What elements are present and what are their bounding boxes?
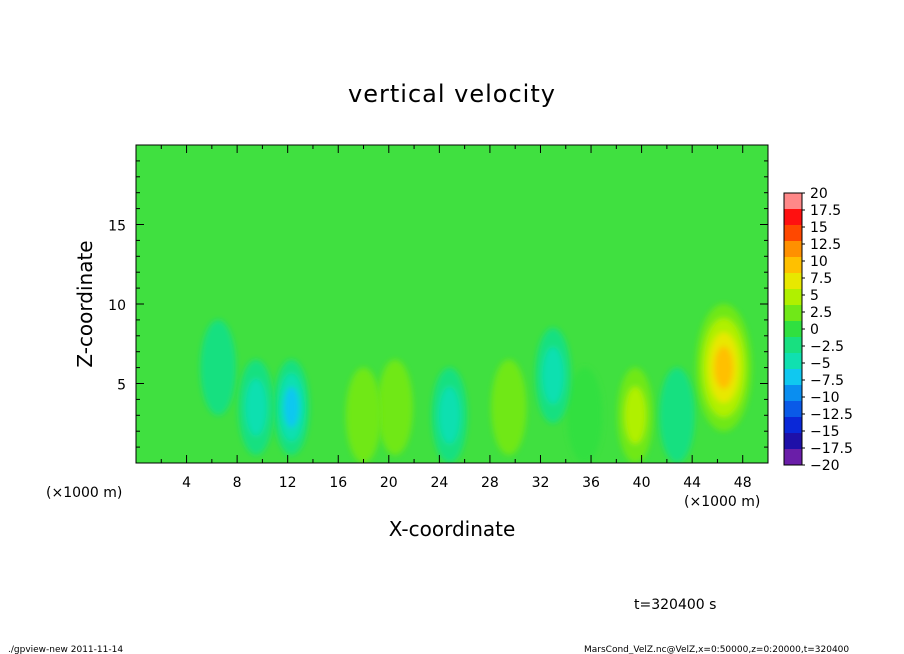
legend-label: −5	[810, 356, 831, 372]
legend-label: 7.5	[810, 271, 832, 287]
legend-label: −7.5	[810, 373, 844, 389]
updraft-cell	[695, 304, 752, 432]
x-tick-label: 36	[582, 475, 600, 491]
plot-area	[135, 144, 769, 464]
contour-updraft-2-0	[377, 359, 413, 456]
legend-label: −17.5	[810, 441, 853, 457]
contour-downdraft-8-1	[245, 378, 267, 436]
contour-updraft-5-0	[567, 367, 603, 463]
y-tick-label: 10	[108, 298, 126, 314]
downdraft-cell	[200, 319, 236, 416]
x-tick-label: 16	[329, 475, 347, 491]
y-tick-label: 15	[108, 219, 126, 235]
y-tick-label: 5	[117, 378, 126, 394]
x-tick-label: 48	[734, 475, 752, 491]
legend-swatch	[784, 241, 802, 257]
x-axis-label: X-coordinate	[389, 517, 516, 541]
legend-swatch	[784, 449, 802, 465]
legend-swatch	[784, 417, 802, 433]
x-tick-label: 4	[182, 475, 191, 491]
updraft-cell	[567, 367, 603, 463]
legend-label: 5	[810, 288, 819, 304]
x-tick-label: 40	[633, 475, 651, 491]
downdraft-cell	[273, 359, 310, 456]
time-label: t=320400 s	[634, 597, 716, 613]
velocity-cells	[200, 304, 752, 463]
legend-label: 20	[810, 186, 828, 202]
legend-swatch	[784, 289, 802, 305]
legend-label: 12.5	[810, 237, 841, 253]
contour-updraft-3-0	[345, 367, 382, 463]
contour-updraft-1-1	[624, 386, 646, 444]
downdraft-cell	[659, 367, 695, 463]
x-unit-label-right: (×1000 m)	[684, 494, 760, 510]
x-tick-label: 44	[683, 475, 701, 491]
updraft-cell	[617, 367, 653, 463]
legend-swatch	[784, 321, 802, 337]
legend-swatch	[784, 433, 802, 449]
legend-label: −15	[810, 424, 840, 440]
downdraft-cell	[431, 367, 468, 463]
legend-swatch	[784, 385, 802, 401]
contour-downdraft-6-2	[283, 386, 300, 428]
updraft-cell	[491, 359, 527, 456]
footer-left: ./gpview-new 2011-11-14	[8, 645, 123, 654]
legend-swatch	[784, 369, 802, 385]
legend-label: −10	[810, 390, 840, 406]
legend-swatch	[784, 193, 802, 209]
legend-label: 17.5	[810, 203, 841, 219]
x-tick-label: 12	[279, 475, 297, 491]
legend-swatch	[784, 353, 802, 369]
legend-swatch	[784, 401, 802, 417]
footer-right: MarsCond_VelZ.nc@VelZ,x=0:50000,z=0:2000…	[584, 645, 849, 654]
x-tick-label: 32	[532, 475, 550, 491]
contour-updraft-0-3	[714, 346, 734, 389]
legend-swatch	[784, 225, 802, 241]
legend-label: 2.5	[810, 305, 832, 321]
x-tick-label: 24	[430, 475, 448, 491]
updraft-cell	[377, 359, 413, 456]
contour-downdraft-9-1	[542, 346, 564, 405]
x-axis: 4 8 12 16 20 24 28 32 36 40 44 48	[160, 145, 752, 491]
legend-label: 15	[810, 220, 828, 236]
x-tick-label: 20	[380, 475, 398, 491]
color-legend: 2017.51512.5107.552.50−2.5−5−7.5−10−12.5…	[783, 186, 853, 474]
contour-updraft-4-0	[491, 359, 527, 456]
downdraft-cell	[535, 327, 571, 424]
legend-label: −12.5	[810, 407, 853, 423]
x-tick-label: 28	[481, 475, 499, 491]
legend-swatch	[784, 305, 802, 321]
x-unit-label-left: (×1000 m)	[46, 485, 122, 501]
legend-label: 10	[810, 254, 828, 270]
y-axis: 5 10 15	[108, 160, 768, 448]
contour-downdraft-10-0	[659, 367, 695, 463]
contour-downdraft-7-1	[438, 386, 461, 444]
y-axis-label: Z-coordinate	[73, 240, 97, 367]
chart-title: vertical velocity	[348, 80, 556, 108]
legend-label: −20	[810, 458, 840, 474]
legend-swatch	[784, 209, 802, 225]
legend-swatch	[784, 337, 802, 353]
updraft-cell	[345, 367, 382, 463]
contour-downdraft-11-0	[200, 319, 236, 416]
downdraft-cell	[238, 359, 274, 456]
legend-label: −2.5	[810, 339, 844, 355]
x-tick-label: 8	[233, 475, 242, 491]
legend-swatch	[784, 257, 802, 273]
legend-swatch	[784, 273, 802, 289]
legend-label: 0	[810, 322, 819, 338]
